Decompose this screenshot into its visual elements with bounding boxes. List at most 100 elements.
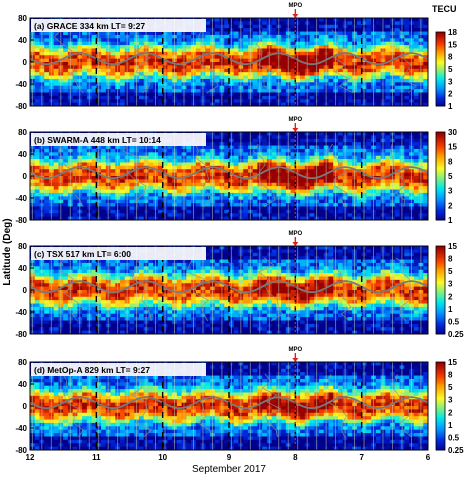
- tec-cell: [44, 266, 50, 271]
- tec-cell: [186, 172, 192, 177]
- tec-cell: [328, 38, 334, 43]
- tec-cell: [101, 179, 107, 184]
- tec-cell: [281, 89, 287, 93]
- tec-cell: [224, 206, 230, 211]
- tec-cell: [53, 58, 59, 63]
- tec-cell: [309, 199, 315, 204]
- tec-cell: [271, 209, 277, 214]
- tec-cell: [110, 145, 116, 150]
- tec-cell: [394, 145, 400, 150]
- tec-cell: [82, 262, 88, 267]
- tec-cell: [252, 199, 258, 204]
- tec-cell: [72, 273, 78, 277]
- tec-cell: [309, 34, 315, 39]
- tec-cell: [214, 189, 220, 194]
- tec-cell: [375, 209, 382, 214]
- tec-cell: [337, 68, 344, 73]
- tec-cell: [404, 216, 410, 220]
- tec-cell: [233, 31, 239, 36]
- tec-cell: [129, 162, 135, 167]
- tec-cell: [366, 45, 372, 49]
- tec-cell: [138, 209, 145, 214]
- tec-cell: [82, 186, 88, 190]
- tec-cell: [138, 172, 145, 177]
- tec-cell: [63, 209, 69, 214]
- tec-cell: [366, 169, 372, 174]
- tec-cell: [72, 38, 78, 43]
- tec-cell: [205, 82, 211, 87]
- tec-cell: [337, 31, 344, 36]
- tec-cell: [243, 48, 249, 53]
- tec-cell: [366, 102, 372, 106]
- tec-cell: [337, 92, 344, 97]
- tec-cell: [44, 259, 50, 264]
- tec-cell: [309, 135, 315, 140]
- tec-cell: [186, 192, 192, 197]
- tec-cell: [385, 55, 391, 60]
- colorbar-segment: [436, 44, 445, 48]
- tec-cell: [233, 145, 239, 150]
- tec-cell: [319, 132, 325, 136]
- tec-cell: [214, 203, 220, 207]
- tec-cell: [44, 300, 50, 304]
- tec-cell: [309, 41, 315, 46]
- tec-cell: [328, 145, 334, 150]
- colorbar-segment: [436, 80, 445, 83]
- tec-cell: [53, 51, 59, 56]
- tec-cell: [366, 135, 372, 140]
- tec-cell: [233, 186, 239, 190]
- tec-cell: [110, 186, 116, 190]
- tec-cell: [205, 186, 211, 190]
- tec-cell: [72, 58, 78, 63]
- tec-cell: [356, 138, 363, 143]
- tec-cell: [224, 189, 230, 194]
- tec-cell: [148, 172, 154, 177]
- tec-cell: [404, 102, 410, 106]
- tec-cell: [281, 72, 287, 76]
- tec-cell: [309, 165, 315, 170]
- tec-cell: [63, 38, 69, 43]
- tec-cell: [290, 186, 296, 190]
- tec-cell: [138, 62, 145, 66]
- tec-cell: [262, 189, 268, 194]
- tec-cell: [167, 182, 173, 187]
- tec-cell: [110, 206, 116, 211]
- tec-cell: [233, 142, 239, 146]
- tec-cell: [281, 21, 287, 26]
- tec-cell: [129, 159, 135, 163]
- tec-cell: [319, 85, 325, 90]
- tec-cell: [413, 145, 419, 150]
- tec-cell: [309, 89, 315, 93]
- tec-cell: [356, 82, 363, 87]
- tec-cell: [404, 18, 410, 22]
- tec-cell: [157, 216, 164, 220]
- tec-cell: [413, 192, 419, 197]
- tec-cell: [366, 213, 372, 218]
- tec-cell: [300, 78, 306, 83]
- tec-cell: [309, 159, 315, 163]
- colorbar-segment: [436, 32, 445, 35]
- tec-cell: [423, 75, 428, 80]
- tec-cell: [404, 31, 410, 36]
- tec-cell: [413, 213, 419, 218]
- tec-cell: [394, 148, 400, 153]
- tec-cell: [101, 176, 107, 180]
- tec-cell: [157, 203, 164, 207]
- tec-cell: [34, 102, 40, 106]
- tec-cell: [319, 206, 325, 211]
- tec-cell: [176, 203, 183, 207]
- tec-cell: [34, 213, 40, 218]
- tec-cell: [195, 216, 201, 220]
- tec-cell: [385, 95, 391, 100]
- tec-cell: [337, 65, 344, 70]
- tec-cell: [101, 82, 107, 87]
- tec-cell: [138, 58, 145, 63]
- tec-cell: [290, 24, 296, 29]
- tec-cell: [347, 78, 353, 83]
- tec-cell: [300, 75, 306, 80]
- tec-cell: [281, 142, 287, 146]
- tec-cell: [72, 216, 78, 220]
- tec-cell: [413, 72, 419, 76]
- tec-cell: [53, 89, 59, 93]
